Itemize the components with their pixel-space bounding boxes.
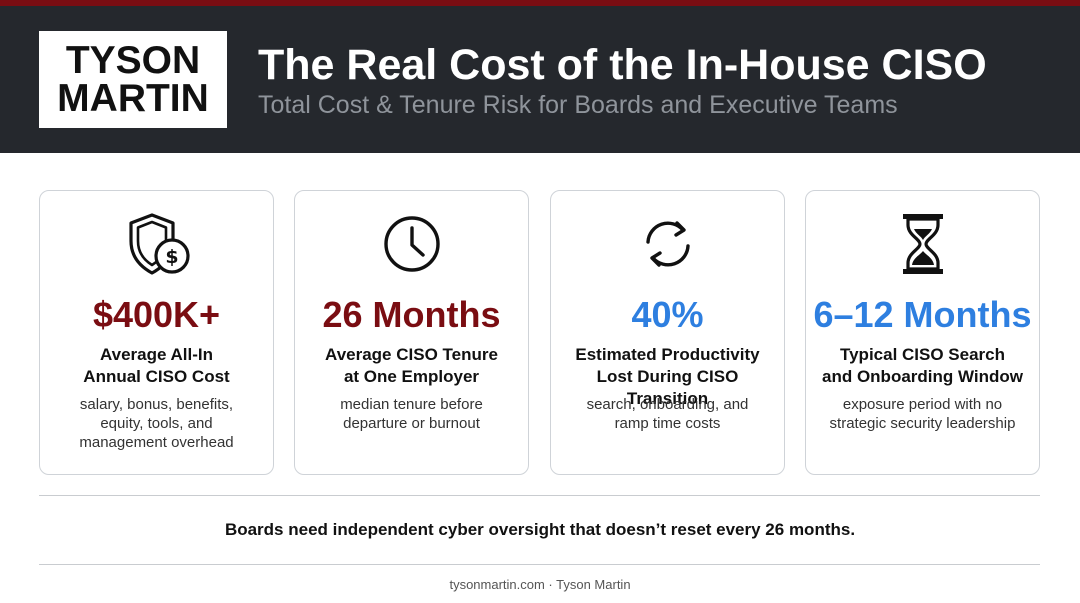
stat-description: exposure period with no strategic securi…	[829, 396, 1016, 432]
header-banner: TYSON MARTIN The Real Cost of the In-Hou…	[0, 6, 1080, 153]
top-accent-bar	[0, 0, 1080, 6]
stat-value: $400K+	[92, 294, 221, 335]
page-title: The Real Cost of the In-House CISO	[258, 41, 987, 89]
stat-label: Average All-In Annual CISO Cost	[83, 345, 230, 386]
stat-value: 6–12 Months	[813, 294, 1032, 335]
page-subtitle: Total Cost & Tenure Risk for Boards and …	[258, 91, 898, 119]
svg-text:$: $	[165, 246, 178, 268]
hourglass-icon	[806, 211, 1039, 277]
stat-value: 40%	[631, 294, 704, 335]
stat-card-productivity: 40% Estimated Productivity Lost During C…	[550, 190, 785, 475]
footer-credit: tysonmartin.com · Tyson Martin	[449, 577, 631, 592]
tagline: Boards need independent cyber oversight …	[224, 520, 856, 539]
stat-label: Average CISO Tenure at One Employer	[325, 345, 498, 386]
stat-label: Typical CISO Search and Onboarding Windo…	[822, 345, 1023, 386]
stat-card-annual-cost: $ $400K+ Average All-In Annual CISO Cost…	[39, 190, 274, 475]
clock-icon	[295, 211, 528, 277]
shield-dollar-icon: $	[40, 211, 273, 277]
stat-card-search-window: 6–12 Months Typical CISO Search and Onbo…	[805, 190, 1040, 475]
divider-top	[39, 495, 1040, 496]
stat-value: 26 Months	[322, 294, 501, 335]
stat-description: salary, bonus, benefits, equity, tools, …	[79, 396, 234, 451]
logo-line1: TYSON	[65, 38, 201, 82]
logo-line2: MARTIN	[57, 76, 209, 120]
refresh-cycle-icon	[551, 211, 784, 277]
stat-card-tenure: 26 Months Average CISO Tenure at One Emp…	[294, 190, 529, 475]
stat-description: median tenure before departure or burnou…	[340, 396, 483, 432]
logo: TYSON MARTIN	[39, 31, 227, 128]
divider-bottom	[39, 564, 1040, 565]
stat-label: Estimated Productivity Lost During CISO …	[575, 345, 760, 408]
stat-description: search, onboarding, and ramp time costs	[586, 396, 749, 432]
